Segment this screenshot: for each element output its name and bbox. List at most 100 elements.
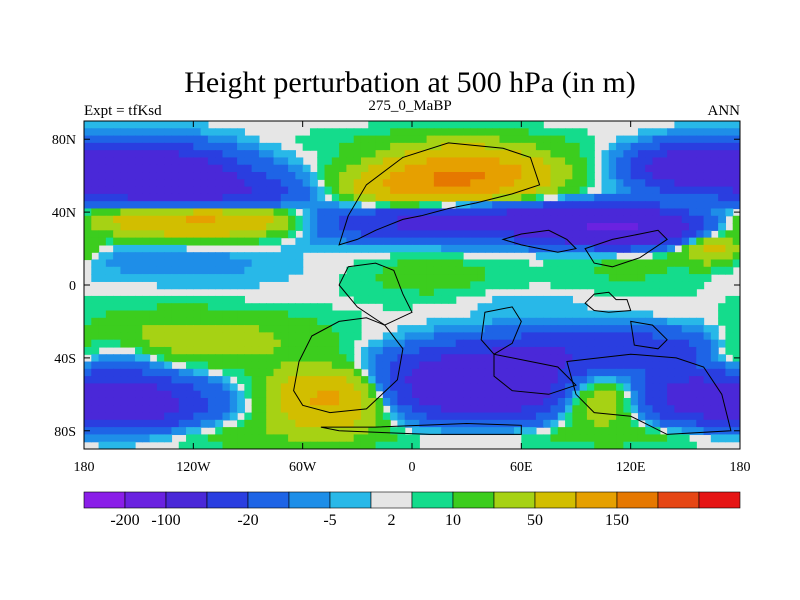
field-cell [317, 397, 326, 406]
field-cell [594, 266, 603, 275]
field-cell [594, 237, 603, 246]
field-cell [725, 193, 734, 202]
field-cell [637, 201, 646, 210]
field-cell [207, 179, 216, 188]
field-cell [397, 244, 406, 253]
field-cell [156, 172, 165, 180]
colorbar-swatch [165, 491, 208, 509]
chart-title: Height perturbation at 500 hPa (in m) [184, 66, 636, 99]
field-cell [659, 383, 668, 392]
field-cell [616, 390, 624, 399]
field-cell [572, 419, 581, 428]
field-cell [543, 237, 552, 246]
field-cell [171, 223, 180, 231]
field-cell [550, 244, 559, 253]
field-cell [98, 128, 107, 137]
field-cell [616, 317, 624, 326]
field-cell [331, 142, 340, 151]
field-cell [550, 215, 559, 224]
field-cell [506, 310, 515, 319]
field-cell [426, 237, 435, 246]
field-cell [484, 383, 493, 392]
field-cell [84, 397, 92, 406]
field-cell [528, 230, 537, 239]
field-cell [579, 434, 588, 443]
field-cell [463, 121, 471, 129]
field-cell [251, 419, 260, 428]
field-cell [266, 230, 275, 239]
field-cell [302, 332, 311, 341]
field-cell [309, 354, 318, 363]
field-cell [506, 390, 515, 399]
field-cell [397, 361, 406, 370]
field-cell [688, 405, 697, 414]
field-cell [521, 142, 530, 151]
field-cell [688, 215, 697, 224]
field-cell [601, 361, 610, 370]
field-cell [266, 274, 275, 282]
field-cell [484, 179, 493, 188]
field-cell [120, 150, 129, 159]
field-cell [156, 419, 165, 428]
field-cell [84, 157, 92, 166]
field-cell [120, 397, 129, 406]
field-cell [514, 230, 522, 239]
field-cell [419, 244, 428, 253]
field-cell [368, 215, 377, 224]
field-cell [565, 295, 573, 304]
field-cell [178, 135, 187, 144]
field-cell [703, 332, 712, 341]
field-cell [288, 244, 296, 253]
field-cell [463, 266, 471, 275]
field-cell [681, 259, 690, 268]
field-cell [207, 223, 216, 231]
field-cell [127, 405, 136, 414]
field-cell [703, 419, 712, 428]
field-cell [652, 281, 661, 290]
field-cell [193, 354, 202, 363]
field-cell [229, 142, 238, 151]
field-cell [171, 150, 180, 159]
field-cell [659, 412, 668, 421]
field-cell [732, 383, 740, 392]
field-cell [280, 317, 289, 326]
field-cell [441, 419, 450, 428]
field-cell [113, 135, 122, 144]
field-cell [506, 142, 515, 151]
field-cell [696, 346, 705, 355]
field-cell [463, 332, 471, 341]
field-cell [659, 288, 668, 297]
field-cell [149, 237, 158, 246]
field-cell [528, 390, 537, 399]
field-cell [586, 150, 595, 159]
field-cell [514, 172, 522, 180]
field-cell [156, 208, 165, 217]
field-cell [637, 310, 646, 319]
field-cell [135, 193, 143, 202]
field-cell [470, 164, 479, 173]
field-cell [229, 128, 238, 137]
field-cell [732, 339, 740, 348]
field-cell [171, 383, 180, 392]
field-cell [550, 412, 559, 421]
field-cell [681, 354, 690, 363]
field-cell [127, 427, 136, 436]
field-cell [455, 368, 464, 377]
field-cell [215, 339, 224, 348]
field-cell [703, 383, 712, 392]
field-cell [463, 361, 471, 370]
field-cell [149, 361, 158, 370]
field-cell [499, 346, 508, 355]
field-cell [557, 441, 566, 449]
field-cell [120, 376, 129, 384]
field-cell [200, 317, 209, 326]
field-cell [331, 361, 340, 370]
field-cell [470, 397, 479, 406]
field-cell [390, 405, 399, 414]
field-cell [244, 215, 253, 224]
field-cell [681, 157, 690, 166]
field-cell [623, 419, 632, 428]
field-cell [237, 274, 245, 282]
field-cell [105, 354, 114, 363]
field-cell [382, 179, 391, 188]
